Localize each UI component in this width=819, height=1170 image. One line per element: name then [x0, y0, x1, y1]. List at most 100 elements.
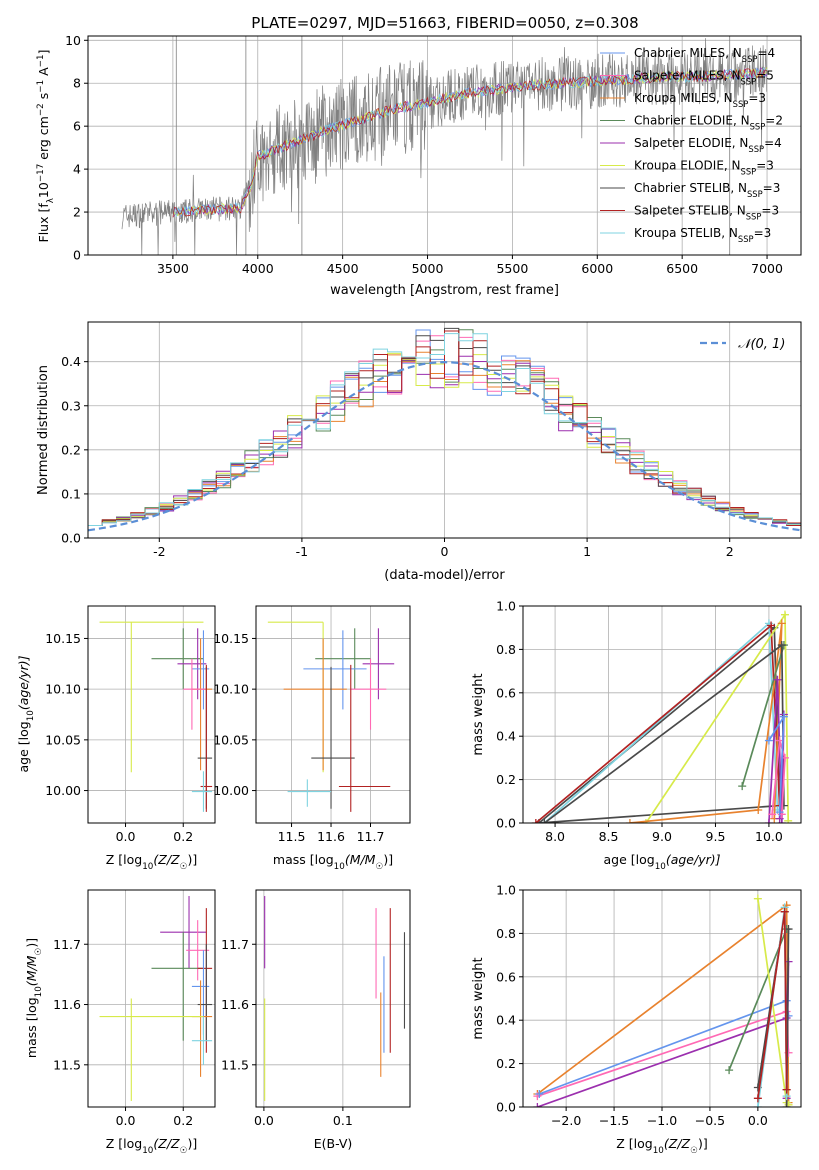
weight-marker	[641, 819, 650, 823]
y-tick-label: 0.2	[496, 1056, 516, 1071]
x-tick-label: 2	[726, 544, 734, 559]
weight-marker	[784, 816, 793, 823]
label-part: mass [log	[273, 852, 334, 867]
weight-marker	[753, 894, 762, 903]
mass_vs_ebv-xlabel: E(B-V)	[314, 1136, 353, 1151]
label-part: (age/yr)]	[16, 655, 31, 710]
age_vs_mass-panel-plot	[267, 621, 395, 812]
legend-entry: Kroupa ELODIE, NSSP=3	[634, 159, 774, 177]
x-tick-label: 0.0	[116, 1113, 136, 1128]
label-part: erg cm	[36, 116, 51, 164]
label-part: SSP	[747, 189, 763, 199]
weight-line-chabrier_elodie	[728, 928, 788, 1071]
y-tick-label: 0.4	[496, 729, 516, 744]
y-tick-label: 4	[73, 162, 81, 177]
weight-marker	[725, 1066, 734, 1075]
label-part: E(B-V)	[314, 1136, 353, 1151]
weight_vs_Z-panel-plot	[533, 894, 793, 1107]
label-part: s	[36, 93, 51, 104]
age_vs_Z-xlabel: Z [log10(Z/Z☉)]	[106, 852, 197, 872]
label-part: A	[36, 67, 51, 80]
y-tick-label: 11.7	[53, 937, 81, 952]
label-part: 10	[142, 862, 153, 872]
weight-marker	[738, 782, 747, 791]
mass_vs_Z-ylabel: mass [log10(M/M☉)]	[24, 938, 44, 1058]
mass_vs_Z-panel-grid	[88, 890, 215, 1107]
y-tick-label: 0.0	[496, 1100, 516, 1115]
x-tick-label: −0.5	[695, 1113, 725, 1128]
errorbar-chabrier_elodie	[151, 932, 204, 1041]
x-tick-label: 0.0	[748, 1113, 768, 1128]
x-tick-label: 5000	[412, 261, 444, 276]
x-tick-label: 4000	[242, 261, 274, 276]
weight_vs_Z-xlabel: Z [log10(Z/Z☉)]	[616, 1136, 707, 1156]
legend-entry: Salpeter STELIB, NSSP=3	[634, 204, 779, 222]
weight-marker	[784, 925, 793, 934]
label-part: Salpeter STELIB, N	[634, 204, 746, 218]
x-tick-label: 7000	[751, 261, 783, 276]
x-tick-label: −2.0	[551, 1113, 581, 1128]
weight_vs_Z-panel-frame	[522, 889, 802, 1108]
residual-legend: 𝒩(0, 1)	[700, 337, 785, 352]
residual-panel: -2 -1 0 1 2 0.0 0.1 0.2 0.3 0.4 (data-model)/error…	[36, 321, 802, 583]
errorbar-kroupa_elodie	[267, 621, 324, 773]
y-tick-label: 11.7	[221, 937, 249, 952]
y-tick-label: 2	[73, 205, 81, 220]
weight-marker	[533, 1103, 542, 1107]
weight-line-salpeter_elodie	[537, 961, 790, 1107]
mass_vs_Z-panel: 0.0 0.211.511.611.7Z [log10(Z/Z☉)]mass [l…	[24, 889, 216, 1156]
x-tick-label: 9.5	[706, 829, 726, 844]
y-tick-label: 10.15	[45, 631, 81, 646]
y-tick-label: 0.2	[61, 442, 81, 457]
legend-entry: Chabrier ELODIE, NSSP=2	[634, 114, 783, 132]
weight_vs_age-panel: 8.0 8.5 9.0 9.5 10.0 0.0 0.2 0.4 0.6 0.8 1.0 age [l…	[471, 599, 802, 872]
x-tick-label: 1	[583, 544, 591, 559]
label-part: Salpeter MILES, N	[634, 69, 741, 83]
errorbar-salpeter_elodie	[362, 628, 395, 700]
label-part: )]	[24, 938, 39, 948]
x-tick-label: 9.0	[652, 829, 672, 844]
weight_vs_age-panel-grid	[523, 605, 801, 824]
y-tick-label: 10.10	[45, 682, 81, 697]
weight-line-kroupa_miles	[536, 903, 790, 1103]
legend-entry: 𝒩(0, 1)	[738, 337, 785, 352]
x-tick-label: 11.7	[357, 829, 385, 844]
label-part: 10	[34, 986, 44, 997]
weight-marker	[780, 907, 789, 916]
label-part: −1	[36, 80, 46, 93]
mass_vs_ebv-panel-grid	[256, 890, 410, 1107]
label-part: ]	[36, 50, 51, 55]
y-tick-label: 10.00	[45, 783, 81, 798]
x-tick-label: 3500	[157, 261, 189, 276]
y-tick-label: 10.00	[213, 783, 249, 798]
label-part: =5	[756, 69, 774, 83]
histogram-kroupa_stelib	[88, 333, 801, 526]
label-part: Kroupa ELODIE, N	[634, 159, 741, 173]
weight-marker	[773, 675, 782, 684]
errorbar-kroupa_stelib	[191, 771, 213, 812]
spectrum-panel: 3500 4000 4500 5000 5500 6000 6500 7000 0 2 4 6 8 10 w…	[36, 33, 802, 298]
label-part: ☉	[180, 862, 188, 872]
errorbar-kroupa_elodie	[99, 998, 204, 1101]
weight_vs_Z-ylabel: mass weight	[471, 957, 486, 1039]
spectrum-panel-frame	[87, 35, 802, 256]
label-part: =3	[748, 91, 766, 105]
figure-title: PLATE=0297, MJD=51663, FIBERID=0050, z=0…	[251, 14, 638, 32]
legend-entry: Kroupa MILES, NSSP=3	[634, 91, 766, 109]
residual-xlabel: (data-model)/error	[384, 568, 505, 583]
age_vs_mass-panel-frame	[255, 605, 411, 824]
x-tick-label: −1.0	[647, 1113, 677, 1128]
y-tick-label: 10.10	[213, 682, 249, 697]
label-part: 10	[653, 1146, 664, 1156]
label-part: SSP	[738, 234, 754, 244]
y-tick-label: 1.0	[496, 883, 516, 898]
legend-entry: Salpeter MILES, NSSP=5	[634, 69, 774, 87]
label-part: Flux [f	[36, 203, 51, 243]
x-tick-label: 8.5	[599, 829, 619, 844]
model-spectrum-kroupa_stelib	[172, 67, 768, 218]
x-tick-label: -2	[153, 544, 165, 559]
label-part: Chabrier STELIB, N	[634, 181, 747, 195]
mass_vs_ebv-panel-frame	[255, 889, 411, 1108]
